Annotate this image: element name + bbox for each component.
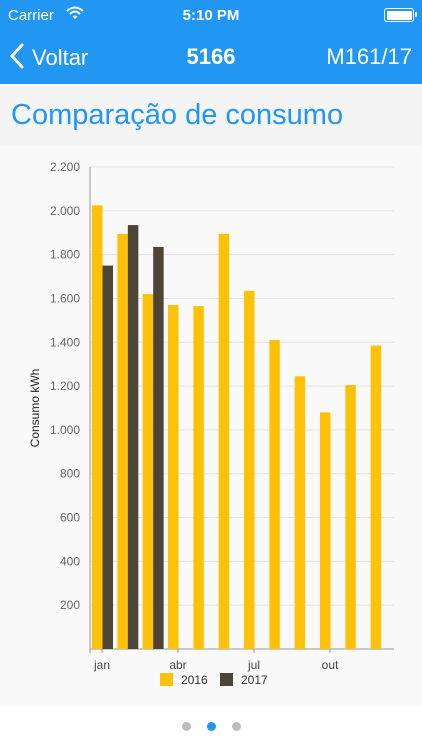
bar-2016 [168,305,179,649]
page-dot[interactable] [181,722,191,731]
chevron-left-icon [10,43,24,74]
x-tick-label: jan [93,658,110,672]
x-tick-label: jul [247,658,260,672]
nav-right-label: M161/17 [326,44,412,69]
navigation-bar: Voltar 5166 M161/17 [0,38,422,78]
bar-2016 [345,384,356,649]
chart-container: 200 400 600 800 1.000 1.200 1.400 1.600 1.800 2.0… [0,146,422,706]
x-tick-label: abr [169,658,186,672]
x-tick-label: out [322,658,339,672]
bar-2017 [127,225,139,649]
bar-2017 [153,246,164,649]
clock: 5:10 PM [182,7,240,24]
y-tick-label: 800 [60,467,80,481]
back-button[interactable]: Voltar [10,42,88,74]
legend-label: 2016 [181,673,208,687]
page-dot[interactable] [231,722,241,731]
y-tick-label: 1.400 [50,335,80,349]
bar-2016 [117,233,128,649]
bar-2016 [244,290,255,649]
page-indicator [0,718,422,732]
nav-title: 5166 [186,44,236,69]
back-label: Voltar [32,45,89,70]
bar-2016 [142,294,154,649]
page-title: Comparação de consumo [11,99,344,131]
bar-2016 [320,412,331,649]
y-tick-label: 400 [60,554,80,568]
wifi-icon [66,6,84,24]
y-tick-label: 2.000 [50,204,80,218]
battery-icon [384,8,417,22]
y-tick-label: 2.200 [50,160,80,174]
bar-2016 [193,306,204,649]
y-tick-label: 1.200 [50,379,80,393]
legend-swatch [220,673,233,686]
bar-2016 [269,340,280,649]
legend-label: 2017 [241,673,268,687]
y-tick-label: 1.800 [50,248,80,262]
y-tick-label: 600 [60,511,80,525]
y-tick-label: 200 [60,598,80,612]
section-header: Comparação de consumo [0,84,422,146]
bar-2016 [218,233,230,649]
bar-2016 [294,376,306,649]
page-dot[interactable] [206,722,216,731]
consumption-bar-chart: 200 400 600 800 1.000 1.200 1.400 1.600 1.800 2.0… [28,160,394,687]
carrier-label: Carrier [8,7,54,24]
y-axis-label: Consumo kWh [28,369,42,448]
bar-2017 [102,265,113,649]
y-tick-label: 1.000 [50,423,80,437]
top-bar: Carrier 5:10 PM Voltar 5166 M161/17 [0,0,422,84]
y-tick-label: 1.600 [50,291,80,305]
bar-2016 [92,205,103,649]
bar-2016 [370,345,382,649]
legend-swatch [160,673,173,686]
status-bar: Carrier 5:10 PM [0,0,422,30]
